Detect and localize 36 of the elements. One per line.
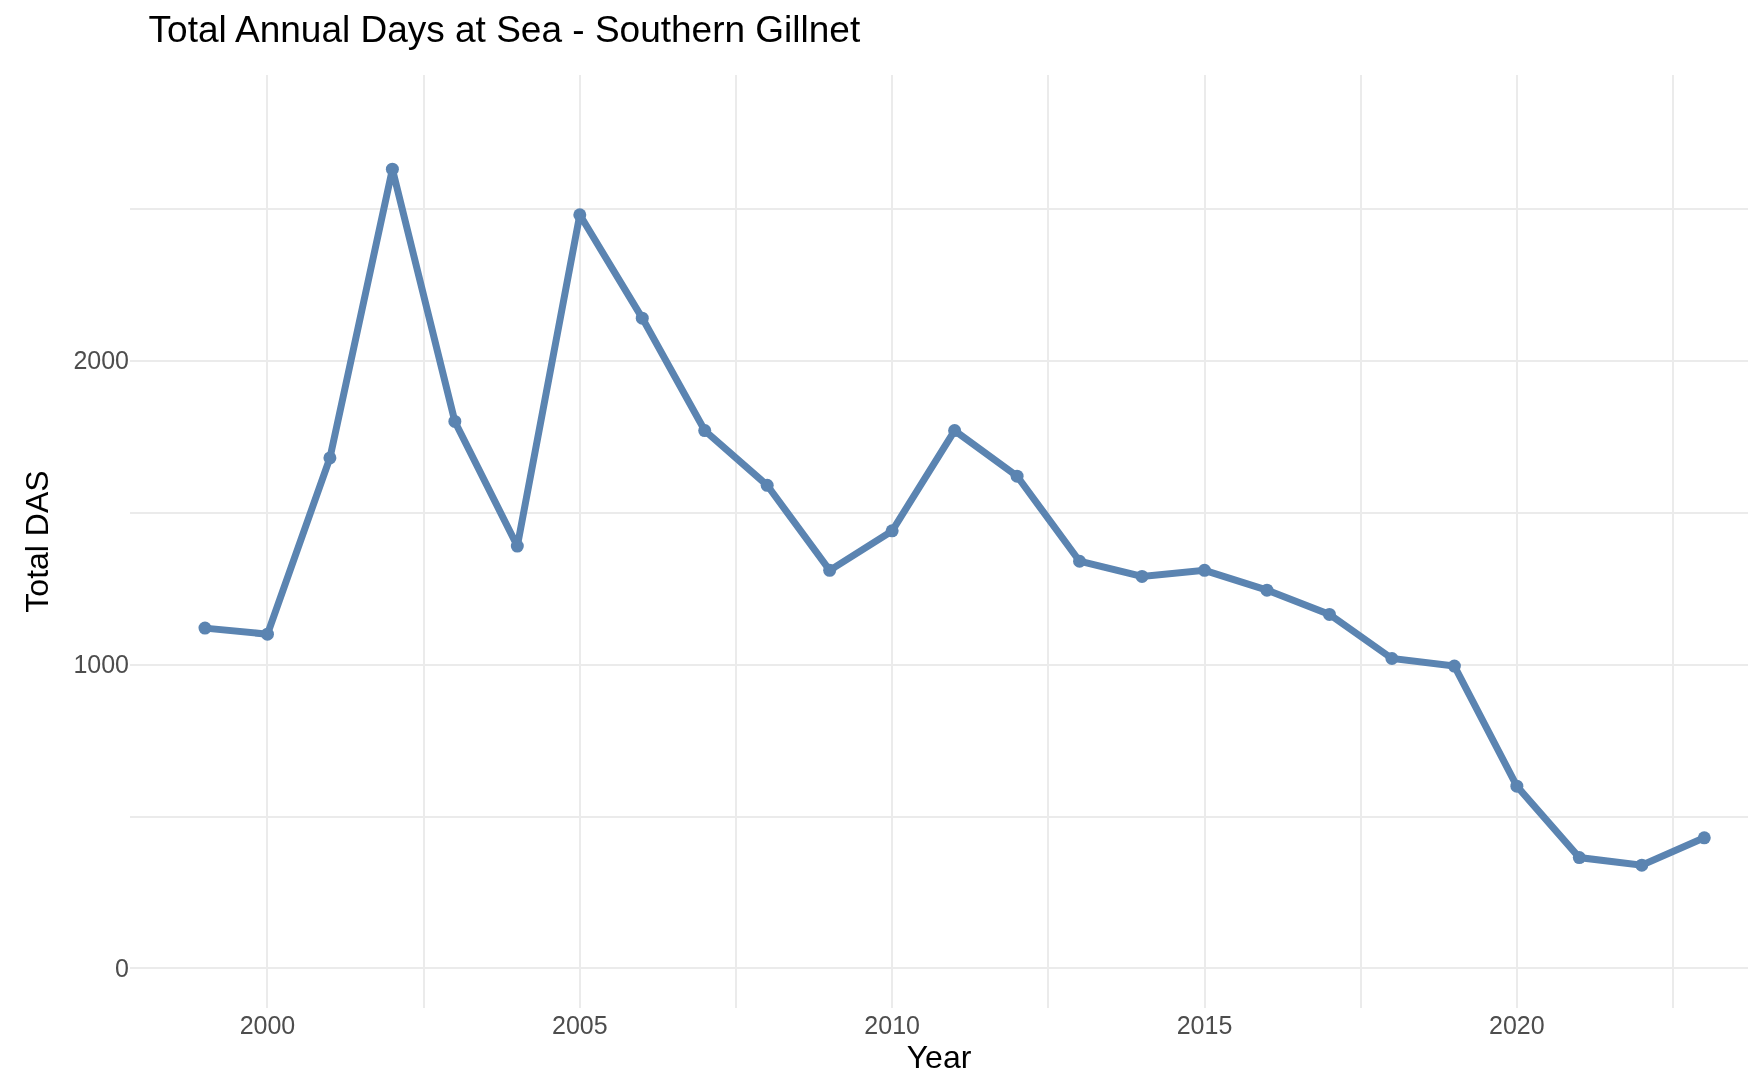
point — [198, 621, 212, 635]
point — [448, 414, 462, 428]
point — [1260, 583, 1274, 597]
point — [1322, 607, 1336, 621]
point — [1510, 779, 1524, 793]
point — [1697, 831, 1711, 845]
point — [885, 524, 899, 538]
x-tick-label: 2020 — [1489, 1011, 1545, 1039]
x-tick-label: 2000 — [239, 1011, 296, 1039]
point — [698, 424, 712, 438]
point — [573, 208, 587, 222]
x-tick-label: 2015 — [1176, 1011, 1233, 1039]
point — [1635, 858, 1649, 872]
point — [635, 311, 649, 325]
point — [1010, 469, 1024, 483]
point — [1447, 659, 1461, 673]
point — [1572, 851, 1586, 865]
y-tick-label: 1000 — [73, 650, 129, 679]
point — [1198, 563, 1211, 577]
chart-title: Total Annual Days at Sea - Southern Gillnet — [148, 9, 861, 51]
point — [823, 563, 837, 577]
point — [948, 424, 962, 438]
y-tick-label: 2000 — [73, 346, 129, 375]
x-tick-label: 2010 — [864, 1011, 920, 1039]
point — [260, 627, 274, 641]
point — [1135, 569, 1149, 583]
point — [385, 162, 399, 176]
point — [1385, 652, 1399, 665]
point — [323, 451, 337, 465]
y-tick-label: 0 — [115, 954, 129, 983]
point — [1073, 554, 1087, 568]
x-tick-label: 2005 — [551, 1011, 608, 1039]
y-axis-title: Total DAS — [18, 470, 55, 613]
point — [760, 478, 774, 492]
point — [510, 539, 524, 553]
x-axis-title: Year — [906, 1039, 972, 1075]
